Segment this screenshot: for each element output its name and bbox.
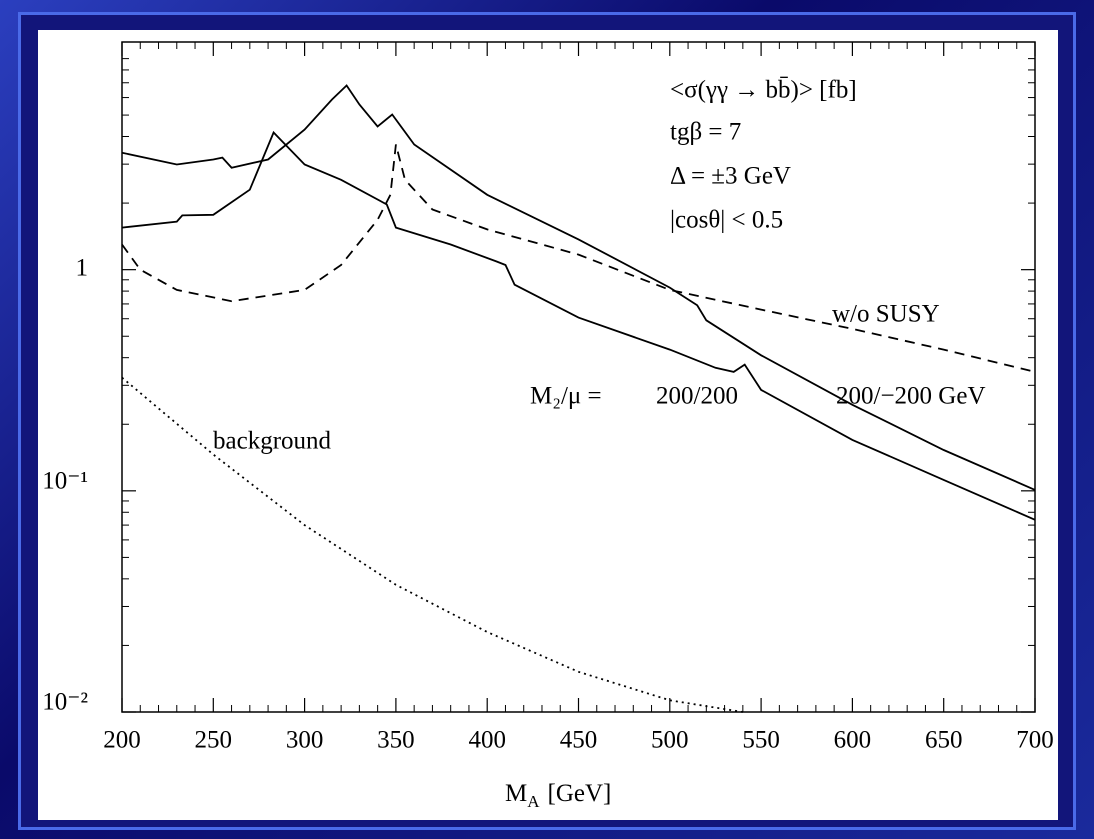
- annotation: 200/−200 GeV: [836, 383, 986, 410]
- series-line: [121, 144, 1036, 373]
- x-tick-label: 300: [286, 727, 324, 754]
- y-tick-label: 10⁻²: [42, 689, 88, 716]
- x-tick-label: 600: [834, 727, 872, 754]
- annotation: Δ = ±3 GeV: [670, 163, 791, 190]
- x-tick-label: 250: [195, 727, 233, 754]
- x-tick-label: 350: [377, 727, 415, 754]
- series-line: [121, 84, 1036, 491]
- x-tick-label: 550: [742, 727, 780, 754]
- series-line: [121, 376, 743, 713]
- y-tick-label: 1: [76, 254, 89, 281]
- panel: [38, 30, 1058, 820]
- x-tick-label: 500: [651, 727, 689, 754]
- annotation: background: [213, 428, 332, 455]
- y-tick-label: 10⁻¹: [42, 468, 88, 495]
- x-tick-label: 700: [1016, 727, 1054, 754]
- annotation: M₂/μ =: [530, 383, 602, 410]
- annotation: |cosθ| < 0.5: [670, 207, 783, 234]
- x-tick-label: 650: [925, 727, 963, 754]
- annotation: w/o SUSY: [832, 301, 940, 328]
- x-tick-label: 450: [560, 727, 598, 754]
- annotation: <σ(γγ → bb̄)> [fb]: [670, 76, 857, 104]
- annotation: tgβ = 7: [670, 119, 741, 146]
- x-axis-label: MA [GeV]: [505, 780, 611, 811]
- series-line: [121, 130, 1036, 521]
- annotation: 200/200: [656, 383, 738, 410]
- x-tick-label: 200: [103, 727, 141, 754]
- x-tick-label: 400: [468, 727, 506, 754]
